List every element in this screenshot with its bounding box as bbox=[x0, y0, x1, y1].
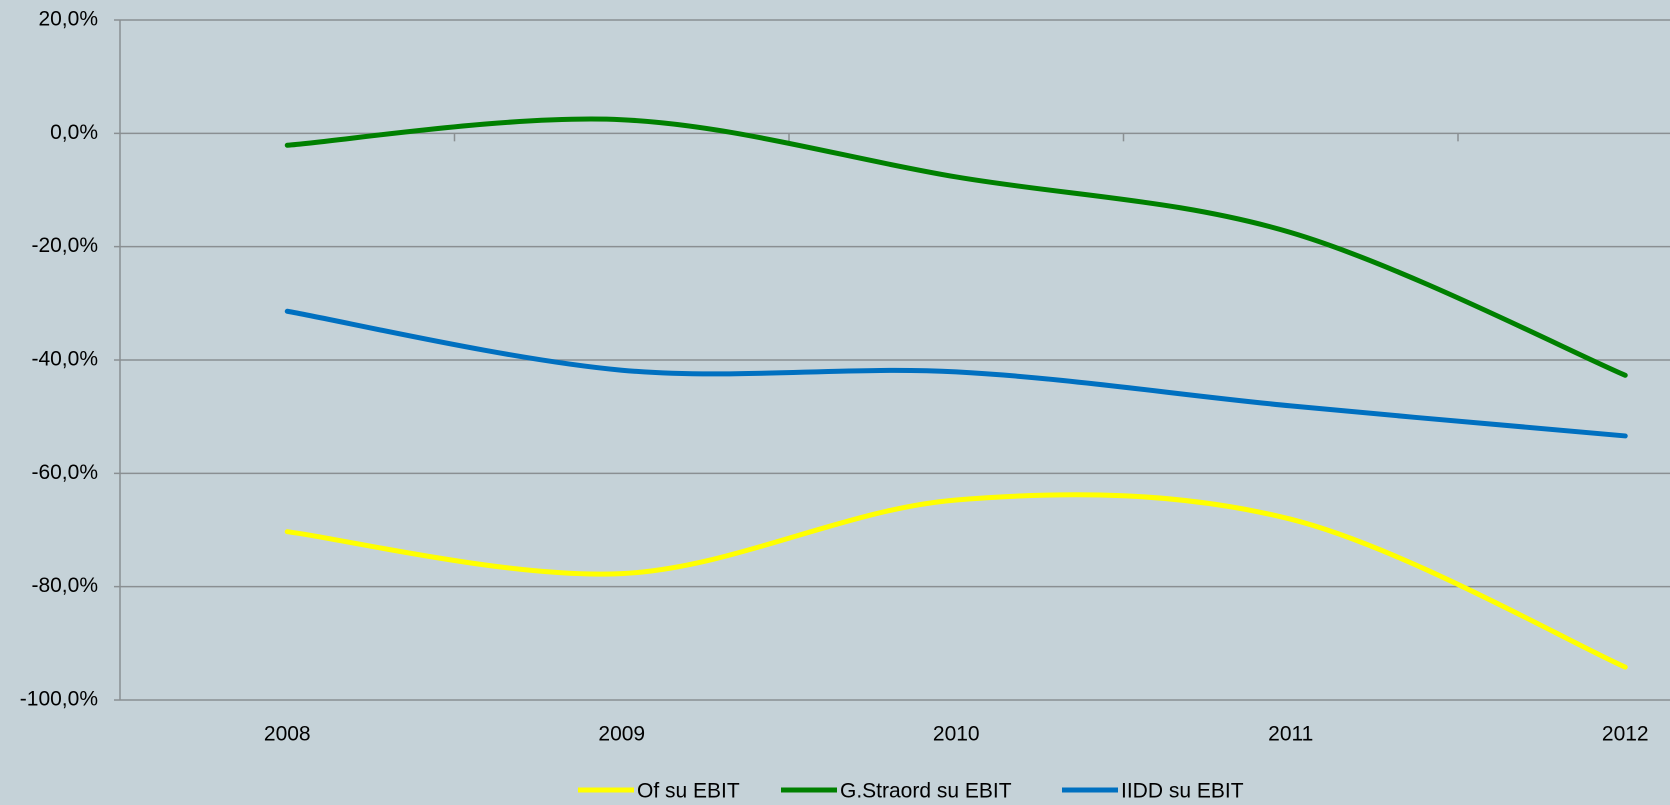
y-tick-label: 0,0% bbox=[50, 121, 98, 144]
x-tick-label: 2010 bbox=[933, 723, 980, 746]
legend-label: IIDD su EBIT bbox=[1121, 780, 1244, 803]
x-tick-label: 2011 bbox=[1268, 723, 1313, 746]
legend-label: G.Straord su EBIT bbox=[840, 780, 1012, 803]
series-line bbox=[284, 308, 1628, 439]
legend-label: Of su EBIT bbox=[637, 780, 740, 803]
x-tick-label: 2008 bbox=[264, 723, 311, 746]
series-line bbox=[284, 492, 1628, 670]
series-line bbox=[284, 116, 1628, 378]
y-tick-label: 20,0% bbox=[38, 8, 98, 31]
y-tick-label: -100,0% bbox=[20, 688, 98, 711]
x-tick-label: 2009 bbox=[598, 723, 645, 746]
x-tick-label: 2012 bbox=[1602, 723, 1649, 746]
y-tick-label: -20,0% bbox=[31, 234, 98, 257]
y-tick-label: -40,0% bbox=[31, 348, 98, 371]
y-tick-label: -60,0% bbox=[31, 461, 98, 484]
y-tick-label: -80,0% bbox=[31, 574, 98, 597]
